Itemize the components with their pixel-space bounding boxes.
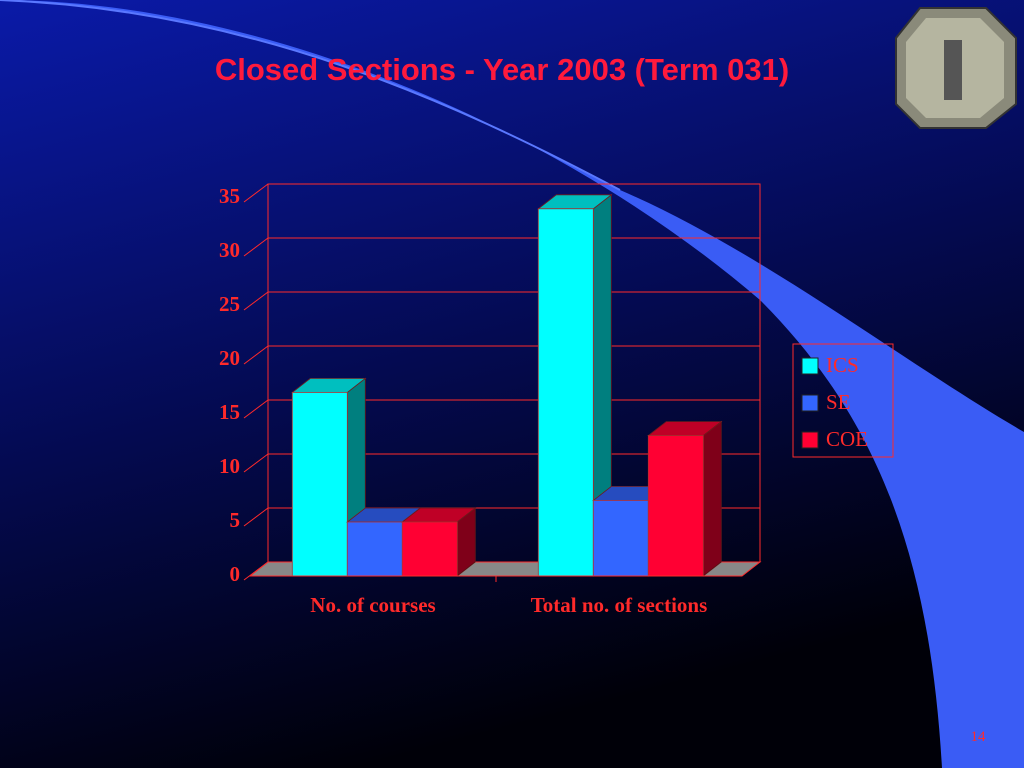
chart-title: Closed Sections - Year 2003 (Term 031) (215, 52, 789, 87)
bar (291, 391, 348, 577)
tick-mark (243, 507, 269, 527)
y-tick-label: 20 (219, 346, 240, 370)
legend-swatch (801, 357, 819, 375)
bar (537, 208, 594, 577)
bar-top-shade (402, 508, 476, 522)
tick-mark (243, 183, 269, 203)
legend-label: ICS (826, 353, 859, 377)
legend: ICS SE COE (792, 343, 894, 458)
tick-mark (243, 561, 269, 581)
legend-swatch (801, 394, 819, 412)
page-number: 14 (971, 729, 987, 745)
bar (346, 521, 403, 577)
legend-swatch (801, 431, 819, 449)
bar-top-shade (538, 194, 612, 209)
bar-top-shade (347, 508, 421, 522)
legend-label: COE (826, 427, 868, 451)
y-tick-label: 30 (219, 238, 240, 262)
y-tick-label: 0 (230, 562, 241, 586)
bar (647, 435, 704, 577)
bar-top-shade (648, 421, 722, 436)
bar-side-shade (457, 508, 476, 576)
y-tick-label: 10 (219, 454, 240, 478)
legend-box (792, 343, 894, 458)
tick-mark (243, 399, 269, 419)
bar-side-shade (593, 194, 612, 577)
x-tick-label: No. of courses (310, 593, 435, 617)
y-tick-label: 35 (219, 184, 240, 208)
y-tick-label: 25 (219, 292, 240, 316)
x-tick-label: Total no. of sections (531, 593, 708, 617)
y-tick-label: 5 (230, 508, 241, 532)
emblem (895, 7, 1017, 129)
bar (401, 521, 458, 577)
bar (592, 499, 649, 577)
y-tick-label: 15 (219, 400, 240, 424)
decor-curve (0, 0, 621, 191)
tick-mark (243, 453, 269, 473)
legend-label: SE (826, 390, 851, 414)
tick-mark (243, 291, 269, 311)
bar-side-shade (703, 421, 722, 576)
tick-mark (243, 345, 269, 365)
tick-mark (243, 237, 269, 257)
chart: 0 5 10 15 20 25 30 35 No. of courses Total no. of… (219, 183, 894, 617)
bar-top-shade (292, 378, 366, 393)
